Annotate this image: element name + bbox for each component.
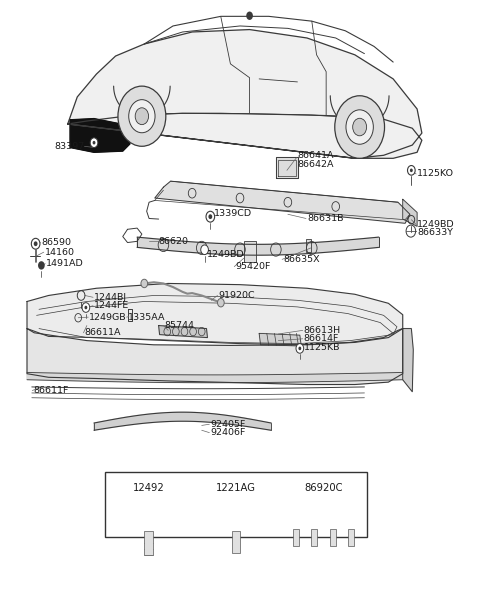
Circle shape	[289, 512, 302, 529]
Polygon shape	[158, 326, 207, 338]
Circle shape	[129, 99, 155, 133]
Text: 86642A: 86642A	[298, 160, 334, 169]
FancyBboxPatch shape	[311, 529, 317, 546]
Circle shape	[299, 347, 301, 350]
Text: 91920C: 91920C	[218, 291, 255, 300]
Text: 92405F: 92405F	[210, 420, 246, 429]
Circle shape	[140, 510, 157, 531]
Polygon shape	[403, 329, 413, 392]
Circle shape	[331, 518, 335, 523]
Polygon shape	[327, 96, 392, 127]
FancyBboxPatch shape	[306, 239, 311, 252]
Text: 12492: 12492	[133, 483, 165, 493]
Circle shape	[141, 279, 148, 288]
Circle shape	[84, 306, 87, 309]
FancyBboxPatch shape	[348, 529, 354, 546]
Circle shape	[93, 141, 96, 145]
Circle shape	[201, 245, 208, 254]
Circle shape	[246, 11, 253, 20]
Circle shape	[408, 166, 415, 175]
Polygon shape	[137, 237, 379, 255]
FancyBboxPatch shape	[330, 529, 336, 546]
Text: 1249BD: 1249BD	[417, 220, 455, 229]
FancyBboxPatch shape	[144, 531, 154, 555]
Circle shape	[228, 510, 245, 531]
Circle shape	[82, 303, 90, 312]
Text: 1335AA: 1335AA	[128, 312, 165, 321]
Circle shape	[307, 512, 321, 529]
Text: 86633Y: 86633Y	[417, 229, 453, 238]
Circle shape	[349, 518, 353, 523]
Circle shape	[34, 241, 37, 246]
FancyBboxPatch shape	[293, 529, 299, 546]
Text: 1125KO: 1125KO	[417, 169, 454, 178]
FancyBboxPatch shape	[244, 241, 256, 262]
Circle shape	[208, 214, 212, 219]
Text: 14160: 14160	[45, 248, 75, 257]
Circle shape	[118, 86, 166, 147]
Circle shape	[296, 344, 304, 353]
Text: 1244FE: 1244FE	[94, 302, 129, 310]
Text: 86614F: 86614F	[304, 334, 339, 343]
Text: 86611A: 86611A	[84, 328, 121, 337]
Polygon shape	[403, 199, 417, 226]
Circle shape	[31, 238, 40, 249]
Text: 1249GB: 1249GB	[89, 312, 127, 321]
Text: 92406F: 92406F	[210, 428, 246, 437]
Circle shape	[217, 298, 224, 307]
Circle shape	[294, 518, 298, 523]
Text: 85744: 85744	[164, 321, 194, 330]
Text: 86920C: 86920C	[304, 483, 343, 493]
Text: 86590: 86590	[41, 238, 72, 247]
Circle shape	[410, 169, 413, 172]
Circle shape	[135, 108, 149, 125]
Polygon shape	[70, 119, 130, 153]
Polygon shape	[27, 329, 403, 385]
Text: 86631B: 86631B	[307, 214, 344, 223]
Text: 95420F: 95420F	[235, 262, 271, 271]
Circle shape	[335, 96, 384, 159]
Text: 1249BD: 1249BD	[206, 250, 244, 259]
Text: 1491AD: 1491AD	[46, 259, 84, 268]
FancyBboxPatch shape	[232, 531, 240, 553]
Circle shape	[234, 517, 239, 523]
Text: 86635X: 86635X	[283, 255, 320, 264]
Polygon shape	[27, 373, 403, 383]
FancyBboxPatch shape	[105, 472, 367, 537]
Text: 1339CD: 1339CD	[214, 209, 252, 218]
Text: 1125KB: 1125KB	[304, 343, 340, 352]
Polygon shape	[259, 333, 301, 346]
Text: 86613H: 86613H	[304, 326, 341, 335]
Circle shape	[206, 211, 215, 222]
Circle shape	[326, 512, 340, 529]
Circle shape	[346, 110, 373, 144]
Circle shape	[353, 118, 367, 136]
Polygon shape	[94, 412, 271, 431]
Circle shape	[345, 512, 358, 529]
Text: 1244BJ: 1244BJ	[94, 293, 127, 302]
Circle shape	[38, 261, 45, 270]
Polygon shape	[155, 181, 410, 223]
Polygon shape	[276, 157, 299, 178]
Polygon shape	[111, 86, 173, 116]
Circle shape	[312, 518, 316, 523]
Text: 86620: 86620	[158, 237, 189, 246]
Polygon shape	[68, 30, 422, 159]
Text: 1221AG: 1221AG	[216, 483, 256, 493]
Polygon shape	[27, 283, 403, 345]
Circle shape	[90, 138, 98, 148]
Text: 83397: 83397	[54, 142, 84, 151]
Text: 86641A: 86641A	[298, 151, 334, 160]
Text: 86611F: 86611F	[33, 386, 69, 395]
